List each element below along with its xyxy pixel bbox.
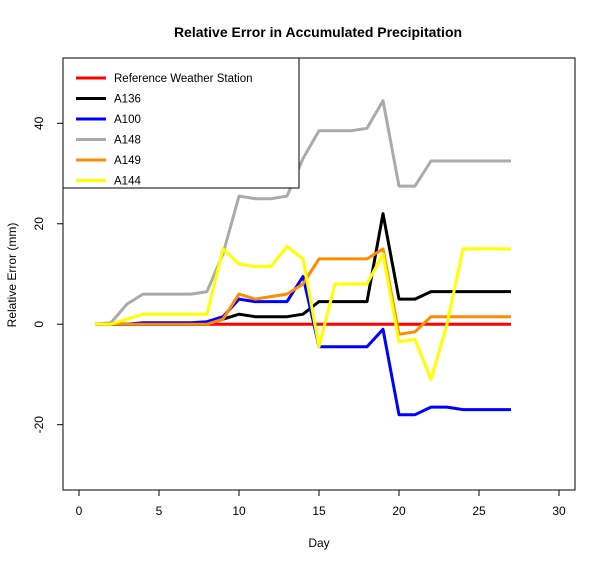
y-tick-label-1: 0 [32, 321, 46, 328]
x-tick-label-2: 10 [232, 504, 246, 518]
x-axis: 0 5 10 15 20 25 30 [76, 490, 566, 518]
x-tick-label-5: 25 [472, 504, 486, 518]
legend-label-1: A136 [114, 94, 141, 106]
legend-label-5: A144 [114, 176, 141, 188]
series-layer [94, 99, 511, 417]
chart-title: Relative Error in Accumulated Precipitat… [174, 24, 462, 40]
legend-label-2: A100 [114, 114, 141, 126]
series-line-a136 [95, 212, 511, 326]
series-line-a149 [95, 247, 511, 336]
legend-label-4: A149 [114, 155, 141, 167]
legend-label-0: Reference Weather Station [114, 73, 253, 85]
x-tick-label-3: 15 [312, 504, 326, 518]
series-line-a100 [95, 275, 511, 417]
x-axis-label: Day [308, 536, 329, 550]
legend-box [62, 57, 300, 189]
y-tick-label-3: 40 [32, 116, 46, 130]
x-tick-label-6: 30 [552, 504, 566, 518]
y-tick-label-0: -20 [32, 416, 46, 434]
y-tick-label-2: 20 [32, 217, 46, 231]
series-line-a148 [94, 99, 511, 326]
y-axis-label: Relative Error (mm) [5, 223, 19, 328]
legend: Reference Weather Station A136 A100 A148 A14… [62, 57, 300, 189]
series-line-a144 [95, 244, 511, 381]
x-tick-label-4: 20 [392, 504, 406, 518]
x-tick-label-0: 0 [76, 504, 83, 518]
x-tick-label-1: 5 [156, 504, 163, 518]
y-axis: -20 0 20 40 [32, 116, 63, 433]
legend-label-3: A148 [114, 135, 141, 147]
